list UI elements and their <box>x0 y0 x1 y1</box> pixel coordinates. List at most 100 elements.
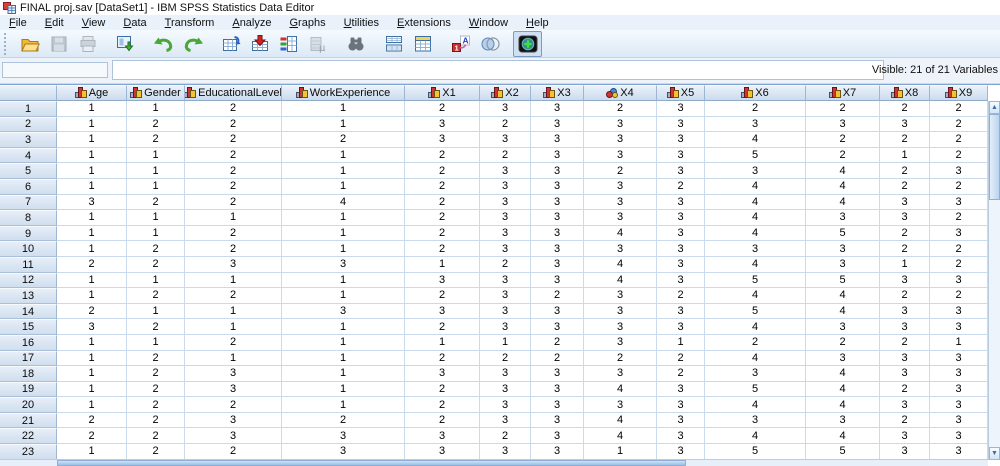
menu-window[interactable]: Window <box>468 17 509 29</box>
cell-x9-row21[interactable]: 3 <box>930 412 988 429</box>
cell-x9-row22[interactable]: 3 <box>930 428 988 445</box>
cell-x5-row7[interactable]: 3 <box>657 194 705 211</box>
menu-view[interactable]: View <box>81 17 106 29</box>
cell-x8-row8[interactable]: 3 <box>880 210 930 226</box>
cell-x5-row4[interactable]: 3 <box>657 147 705 164</box>
cell-educationallevel-row13[interactable]: 2 <box>185 288 282 304</box>
cell-x8-row21[interactable]: 2 <box>880 412 930 429</box>
horizontal-scrollbar[interactable] <box>0 459 988 466</box>
menu-analyze[interactable]: Analyze <box>232 17 272 29</box>
cell-x3-row23[interactable]: 3 <box>531 444 584 460</box>
cell-x8-row7[interactable]: 3 <box>880 194 930 211</box>
cell-x5-row3[interactable]: 3 <box>657 132 705 148</box>
column-header-x2[interactable]: X2 <box>480 85 531 101</box>
cell-x9-row13[interactable]: 2 <box>930 288 988 304</box>
row-header-3[interactable]: 3 <box>0 132 57 148</box>
cell-x4-row7[interactable]: 3 <box>584 194 657 211</box>
cell-workexperience-row14[interactable]: 3 <box>282 303 405 320</box>
cell-gender-row20[interactable]: 2 <box>127 397 185 413</box>
split-file-button[interactable] <box>379 31 408 57</box>
menu-edit[interactable]: Edit <box>44 17 64 29</box>
cell-educationallevel-row3[interactable]: 2 <box>185 132 282 148</box>
cell-x9-row3[interactable]: 2 <box>930 132 988 148</box>
cell-x7-row16[interactable]: 2 <box>806 334 880 351</box>
cell-educationallevel-row21[interactable]: 3 <box>185 412 282 429</box>
cell-x9-row18[interactable]: 3 <box>930 366 988 382</box>
cell-x7-row4[interactable]: 2 <box>806 147 880 164</box>
cell-x7-row8[interactable]: 3 <box>806 210 880 226</box>
cell-x4-row14[interactable]: 3 <box>584 303 657 320</box>
cell-x4-row2[interactable]: 3 <box>584 116 657 133</box>
cell-age-row8[interactable]: 1 <box>57 210 127 226</box>
cell-x1-row10[interactable]: 2 <box>405 241 480 257</box>
cell-educationallevel-row8[interactable]: 1 <box>185 210 282 226</box>
cell-x1-row5[interactable]: 2 <box>405 163 480 179</box>
cell-x3-row6[interactable]: 3 <box>531 178 584 195</box>
cell-educationallevel-row9[interactable]: 2 <box>185 225 282 242</box>
cell-x2-row10[interactable]: 3 <box>480 241 531 257</box>
cell-x7-row11[interactable]: 3 <box>806 256 880 273</box>
cell-x8-row9[interactable]: 2 <box>880 225 930 242</box>
variables-button[interactable] <box>274 31 303 57</box>
row-header-14[interactable]: 14 <box>0 303 57 320</box>
cell-x7-row12[interactable]: 5 <box>806 272 880 289</box>
cell-x2-row1[interactable]: 3 <box>480 101 531 117</box>
cell-age-row5[interactable]: 1 <box>57 163 127 179</box>
redo-button[interactable] <box>178 31 207 57</box>
cell-x6-row20[interactable]: 4 <box>705 397 806 413</box>
cell-x2-row22[interactable]: 2 <box>480 428 531 445</box>
cell-x8-row6[interactable]: 2 <box>880 178 930 195</box>
cell-x4-row15[interactable]: 3 <box>584 319 657 335</box>
cell-x8-row23[interactable]: 3 <box>880 444 930 460</box>
cell-gender-row19[interactable]: 2 <box>127 381 185 398</box>
cell-x3-row13[interactable]: 2 <box>531 288 584 304</box>
cell-x4-row23[interactable]: 1 <box>584 444 657 460</box>
cell-x5-row12[interactable]: 3 <box>657 272 705 289</box>
column-header-age[interactable]: Age <box>57 85 127 101</box>
cell-x9-row16[interactable]: 1 <box>930 334 988 351</box>
cell-workexperience-row9[interactable]: 1 <box>282 225 405 242</box>
cell-x7-row21[interactable]: 3 <box>806 412 880 429</box>
cell-age-row14[interactable]: 2 <box>57 303 127 320</box>
cell-x2-row3[interactable]: 3 <box>480 132 531 148</box>
cell-x1-row22[interactable]: 3 <box>405 428 480 445</box>
cell-x2-row5[interactable]: 3 <box>480 163 531 179</box>
cell-x2-row7[interactable]: 3 <box>480 194 531 211</box>
cell-x7-row19[interactable]: 4 <box>806 381 880 398</box>
cell-x4-row10[interactable]: 3 <box>584 241 657 257</box>
cell-x3-row21[interactable]: 3 <box>531 412 584 429</box>
cell-x5-row2[interactable]: 3 <box>657 116 705 133</box>
cell-gender-row15[interactable]: 2 <box>127 319 185 335</box>
cell-x1-row3[interactable]: 3 <box>405 132 480 148</box>
cell-workexperience-row7[interactable]: 4 <box>282 194 405 211</box>
cell-x9-row7[interactable]: 3 <box>930 194 988 211</box>
cell-age-row23[interactable]: 1 <box>57 444 127 460</box>
cell-x5-row22[interactable]: 3 <box>657 428 705 445</box>
go-to-case-button[interactable] <box>216 31 245 57</box>
cell-x7-row17[interactable]: 3 <box>806 350 880 367</box>
cell-x9-row9[interactable]: 3 <box>930 225 988 242</box>
cell-x8-row5[interactable]: 2 <box>880 163 930 179</box>
row-header-17[interactable]: 17 <box>0 350 57 367</box>
row-header-9[interactable]: 9 <box>0 225 57 242</box>
cell-x8-row17[interactable]: 3 <box>880 350 930 367</box>
cell-workexperience-row2[interactable]: 1 <box>282 116 405 133</box>
cell-x5-row18[interactable]: 2 <box>657 366 705 382</box>
cell-x6-row7[interactable]: 4 <box>705 194 806 211</box>
cell-x9-row20[interactable]: 3 <box>930 397 988 413</box>
cell-x1-row11[interactable]: 1 <box>405 256 480 273</box>
cell-x6-row22[interactable]: 4 <box>705 428 806 445</box>
cell-x1-row2[interactable]: 3 <box>405 116 480 133</box>
cell-x8-row18[interactable]: 3 <box>880 366 930 382</box>
cell-age-row11[interactable]: 2 <box>57 256 127 273</box>
recall-recently-used-dialogs-button[interactable] <box>111 31 140 57</box>
cell-x6-row18[interactable]: 3 <box>705 366 806 382</box>
cell-x7-row2[interactable]: 3 <box>806 116 880 133</box>
cell-x6-row19[interactable]: 5 <box>705 381 806 398</box>
cell-x8-row20[interactable]: 3 <box>880 397 930 413</box>
cell-age-row22[interactable]: 2 <box>57 428 127 445</box>
menu-help[interactable]: Help <box>526 17 549 29</box>
cell-x5-row6[interactable]: 2 <box>657 178 705 195</box>
cell-x1-row6[interactable]: 2 <box>405 178 480 195</box>
cell-x7-row18[interactable]: 4 <box>806 366 880 382</box>
